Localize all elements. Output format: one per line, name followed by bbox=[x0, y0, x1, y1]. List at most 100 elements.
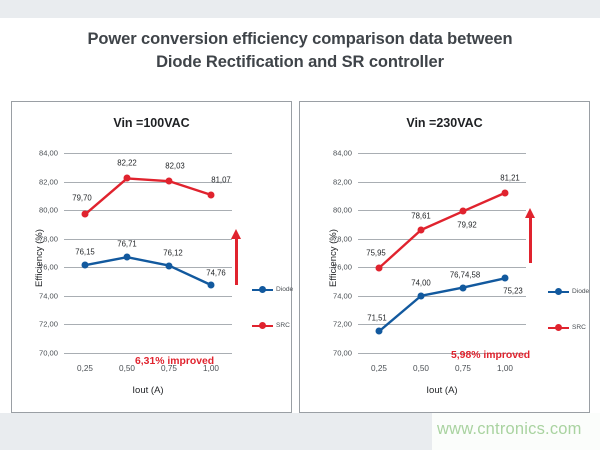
data-point-label: 82,03 bbox=[165, 161, 185, 171]
gridline bbox=[64, 181, 232, 183]
data-point-label: 71,51 bbox=[367, 313, 387, 323]
y-axis-tick: 80,00 bbox=[332, 205, 352, 215]
series-line-src bbox=[378, 191, 506, 269]
improvement-arrow bbox=[525, 207, 535, 263]
y-axis-tick: 84,00 bbox=[332, 148, 352, 158]
gridline bbox=[64, 153, 232, 154]
data-point-label: 74,00 bbox=[411, 278, 431, 288]
y-axis-tick: 74,00 bbox=[332, 291, 352, 301]
x-axis-tick: 0,75 bbox=[455, 364, 471, 373]
x-axis-title: Iout (A) bbox=[426, 385, 458, 396]
legend-label-src: SRC bbox=[276, 322, 290, 329]
data-point bbox=[417, 226, 425, 234]
data-point bbox=[207, 281, 215, 289]
data-point-label: 74,76 bbox=[206, 268, 226, 278]
data-point bbox=[207, 191, 215, 199]
y-axis-tick: 72,00 bbox=[38, 319, 58, 329]
y-axis-tick: 76,00 bbox=[332, 262, 352, 272]
y-axis-tick: 82,00 bbox=[332, 177, 352, 187]
gridline bbox=[358, 267, 526, 269]
data-point-label: 81,21 bbox=[500, 173, 520, 183]
improvement-arrow bbox=[231, 229, 241, 285]
gridline bbox=[64, 353, 232, 354]
data-point bbox=[459, 207, 467, 215]
data-point-label: 82,22 bbox=[117, 158, 137, 168]
data-point bbox=[123, 253, 131, 261]
gridline bbox=[64, 267, 232, 269]
x-axis-tick: 0,25 bbox=[371, 364, 387, 373]
legend-marker-src-icon bbox=[252, 322, 273, 329]
x-axis-tick: 0,50 bbox=[119, 364, 135, 373]
gridline bbox=[358, 153, 526, 154]
plot-area-right: 84,00 82,00 80,00 78,00 76,00 74,00 72,00 70,00… bbox=[333, 149, 535, 396]
site-watermark: www.cntronics.com bbox=[437, 420, 582, 438]
arrow-stem bbox=[235, 238, 238, 285]
page-title: Power conversion efficiency comparison d… bbox=[0, 28, 600, 74]
gridline bbox=[64, 295, 232, 297]
legend-label-diode: Diode bbox=[572, 288, 590, 295]
x-axis-title: Iout (A) bbox=[132, 385, 164, 396]
y-axis-tick: 78,00 bbox=[38, 234, 58, 244]
data-point bbox=[459, 284, 467, 292]
data-point-label: 75,23 bbox=[503, 286, 523, 296]
page-title-line1: Power conversion efficiency comparison d… bbox=[87, 30, 513, 48]
series-line-diode bbox=[378, 277, 506, 333]
series-line-diode bbox=[84, 255, 212, 287]
x-axis-tick: 0,25 bbox=[77, 364, 93, 373]
legend-marker-diode-icon bbox=[548, 288, 569, 295]
data-point-label: 76,15 bbox=[75, 247, 95, 257]
y-axis-tick: 82,00 bbox=[38, 177, 58, 187]
chart-panel-100vac: Vin =100VAC Efficiency (%) 84,00 82,00 80,… bbox=[11, 101, 293, 413]
y-axis-tick: 76,00 bbox=[38, 262, 58, 272]
y-axis-tick: 78,00 bbox=[332, 234, 352, 244]
legend-item-diode: Diode bbox=[548, 288, 589, 295]
watermark-background bbox=[432, 413, 600, 450]
top-band bbox=[0, 0, 600, 18]
data-point bbox=[123, 174, 131, 182]
x-axis-tick: 0,75 bbox=[161, 364, 177, 373]
chart-subtitle-left: Vin =100VAC bbox=[113, 116, 190, 130]
gridline bbox=[64, 324, 232, 326]
data-point-label: 76,71 bbox=[117, 239, 137, 249]
legend-label-src: SRC bbox=[572, 324, 586, 331]
x-axis-tick: 1,00 bbox=[203, 364, 219, 373]
data-point-label: 79,92 bbox=[457, 220, 477, 230]
series-lines bbox=[378, 191, 506, 333]
arrow-stem bbox=[529, 216, 532, 263]
data-point-label: 81,07 bbox=[211, 175, 231, 185]
page-title-line2: Diode Rectification and SR controller bbox=[156, 53, 444, 71]
data-point-label: 76,12 bbox=[163, 248, 183, 258]
plot-area-left: 84,00 82,00 80,00 78,00 76,00 74,00 72,00 70,00… bbox=[39, 149, 241, 396]
data-point bbox=[81, 210, 89, 218]
data-point-label: 78,61 bbox=[411, 211, 431, 221]
gridline bbox=[358, 353, 526, 354]
y-axis-tick: 72,00 bbox=[332, 319, 352, 329]
chart-panel-230vac: Vin =230VAC Efficiency (%) 84,00 82,00 80,… bbox=[299, 101, 590, 413]
legend-item-diode: Diode bbox=[252, 286, 293, 293]
data-point bbox=[501, 274, 509, 282]
data-point-label: 75,95 bbox=[366, 248, 386, 258]
data-point bbox=[165, 177, 173, 185]
legend-marker-diode-icon bbox=[252, 286, 273, 293]
y-axis-tick: 70,00 bbox=[332, 348, 352, 358]
series-lines bbox=[84, 177, 212, 287]
gridline bbox=[358, 181, 526, 183]
legend-item-src: SRC bbox=[548, 324, 586, 331]
data-point bbox=[165, 262, 173, 270]
data-point bbox=[501, 189, 509, 197]
gridline bbox=[358, 238, 526, 240]
y-axis-tick: 80,00 bbox=[38, 205, 58, 215]
legend-item-src: SRC bbox=[252, 322, 290, 329]
series-line-src bbox=[84, 177, 212, 216]
y-axis-tick: 84,00 bbox=[38, 148, 58, 158]
legend-label-diode: Diode bbox=[276, 286, 294, 293]
legend-marker-src-icon bbox=[548, 324, 569, 331]
arrow-head-icon bbox=[525, 207, 535, 218]
data-point bbox=[375, 264, 383, 272]
y-axis-tick: 70,00 bbox=[38, 348, 58, 358]
improvement-text-left: 6,31% improved bbox=[135, 356, 215, 367]
gridline bbox=[64, 238, 232, 240]
arrow-head-icon bbox=[231, 229, 241, 240]
gridline bbox=[64, 210, 232, 212]
